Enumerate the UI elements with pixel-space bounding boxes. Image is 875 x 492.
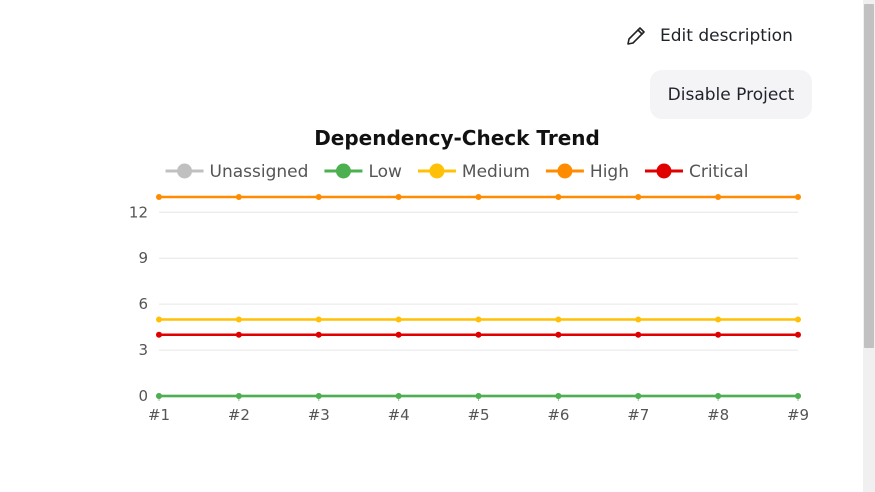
data-point-high[interactable] [475,194,482,200]
data-point-low[interactable] [715,393,722,399]
dependency-check-trend-chart: Dependency-Check Trend Unassigned Low Medi… [129,126,809,424]
y-tick-label: 0 [138,387,148,405]
legend-item-unassigned[interactable]: Unassigned [165,162,309,182]
data-point-low[interactable] [235,393,242,399]
data-point-low[interactable] [395,393,402,399]
data-point-medium[interactable] [635,316,642,323]
data-point-medium[interactable] [156,316,162,323]
legend-label-high: High [590,162,629,182]
y-tick-label: 12 [129,203,148,221]
pencil-icon [624,24,648,48]
legend-label-critical: Critical [689,162,748,182]
data-point-critical[interactable] [156,331,162,338]
x-tick-label: #6 [547,406,569,424]
x-tick-label: #5 [467,406,489,424]
data-point-critical[interactable] [315,331,322,338]
legend-item-high[interactable]: High [545,162,629,182]
disable-project-button[interactable]: Disable Project [650,70,812,119]
x-tick-label: #4 [388,406,410,424]
chart-legend: Unassigned Low Medium High Critical [165,162,748,182]
legend-marker-critical [656,163,672,179]
legend-marker-unassigned [177,163,193,179]
x-tick-label: #1 [148,406,170,424]
data-point-high[interactable] [635,194,642,200]
chart-grid [159,211,798,397]
data-point-low[interactable] [795,393,801,399]
data-point-low[interactable] [156,393,162,399]
data-point-medium[interactable] [395,316,402,323]
data-point-medium[interactable] [315,316,322,323]
legend-marker-low [335,163,351,179]
x-tick-label: #3 [308,406,330,424]
data-point-critical[interactable] [715,331,722,338]
data-point-high[interactable] [395,194,402,200]
series-medium [156,316,801,323]
data-point-critical[interactable] [235,331,242,338]
data-point-medium[interactable] [795,316,801,323]
legend-marker-medium [429,163,445,179]
data-point-critical[interactable] [475,331,482,338]
data-point-high[interactable] [715,194,722,200]
data-point-low[interactable] [315,393,322,399]
y-tick-label: 3 [138,341,148,359]
edit-description-link[interactable]: Edit description [624,22,793,50]
x-tick-label: #9 [787,406,809,424]
data-point-high[interactable] [315,194,322,200]
data-point-critical[interactable] [795,331,801,338]
chart-axes: 0 3 6 9 12 #1 #2 #3 #4 #5 #6 #7 #8 #9 [129,203,809,424]
legend-marker-high [557,163,573,179]
data-point-high[interactable] [235,194,242,200]
legend-item-critical[interactable]: Critical [644,162,748,182]
data-point-low[interactable] [475,393,482,399]
data-point-low[interactable] [635,393,642,399]
data-point-medium[interactable] [555,316,562,323]
legend-label-unassigned: Unassigned [210,162,309,182]
data-point-critical[interactable] [395,331,402,338]
y-tick-label: 9 [138,249,148,267]
series-low [156,393,801,399]
x-tick-label: #2 [228,406,250,424]
y-tick-label: 6 [138,295,148,313]
data-point-high[interactable] [555,194,562,200]
data-point-low[interactable] [555,393,562,399]
data-point-medium[interactable] [235,316,242,323]
scrollbar-thumb[interactable] [864,4,874,348]
chart-series [156,194,801,399]
legend-label-low: Low [368,162,402,182]
data-point-critical[interactable] [635,331,642,338]
x-tick-label: #7 [627,406,649,424]
data-point-high[interactable] [156,194,162,200]
legend-item-medium[interactable]: Medium [417,162,530,182]
legend-item-low[interactable]: Low [324,162,402,182]
edit-description-label: Edit description [660,26,793,46]
vertical-scrollbar[interactable] [863,0,875,492]
chart-title: Dependency-Check Trend [314,126,600,150]
series-critical [156,331,801,338]
data-point-medium[interactable] [475,316,482,323]
x-tick-label: #8 [707,406,729,424]
series-high [156,194,801,200]
data-point-critical[interactable] [555,331,562,338]
data-point-high[interactable] [795,194,801,200]
data-point-medium[interactable] [715,316,722,323]
legend-label-medium: Medium [462,162,530,182]
